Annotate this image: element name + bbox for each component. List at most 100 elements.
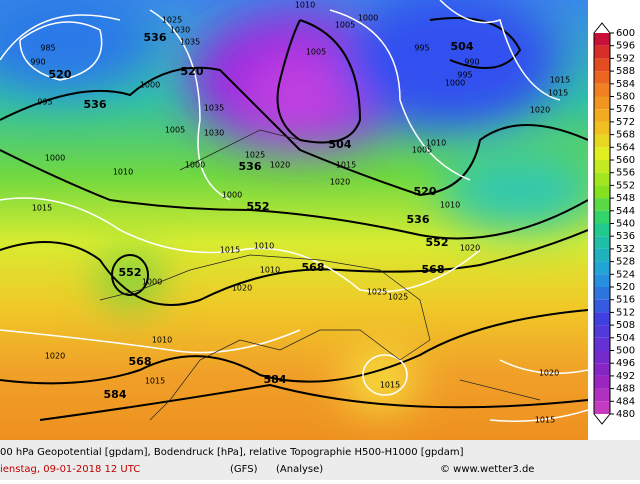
colorbar-band xyxy=(594,210,610,224)
footer-credit: © www.wetter3.de xyxy=(440,464,534,475)
height-contour-label: 568 xyxy=(129,355,152,368)
pressure-contour-label: 1010 xyxy=(152,336,172,345)
colorbar-label: 532 xyxy=(616,244,635,255)
pressure-contour-label: 1005 xyxy=(165,126,185,135)
colorbar-band xyxy=(594,198,610,211)
pressure-contour-label: 995 xyxy=(457,71,472,80)
colorbar-label: 552 xyxy=(616,180,635,191)
colorbar-band xyxy=(594,58,610,72)
colorbar-label: 484 xyxy=(616,396,635,407)
pressure-contour-label: 1030 xyxy=(204,129,224,138)
pressure-contour-label: 1020 xyxy=(330,178,350,187)
height-contour-label: 568 xyxy=(302,261,325,274)
height-contour-label: 584 xyxy=(264,373,287,386)
colorbar-band xyxy=(594,261,610,275)
colorbar-label: 516 xyxy=(616,295,635,306)
colorbar-label: 592 xyxy=(616,53,635,64)
pressure-contour-label: 1000 xyxy=(45,154,65,163)
colorbar-label: 496 xyxy=(616,358,635,369)
pressure-contour-label: 1015 xyxy=(32,204,52,213)
pressure-contour-label: 1010 xyxy=(295,1,315,10)
colorbar-band xyxy=(594,274,610,287)
colorbar-band xyxy=(594,223,610,237)
colorbar-label: 564 xyxy=(616,142,635,153)
pressure-contour-label: 1010 xyxy=(426,139,446,148)
colorbar-band xyxy=(594,401,610,414)
colorbar-label: 556 xyxy=(616,168,635,179)
pressure-contour-label: 1015 xyxy=(548,89,568,98)
pressure-contour-label: 1020 xyxy=(460,244,480,253)
colorbar-band xyxy=(594,312,610,326)
height-contour-label: 504 xyxy=(451,40,474,53)
pressure-contour-label: 1035 xyxy=(180,38,200,47)
colorbar-label: 528 xyxy=(616,257,635,268)
pressure-contour-label: 1010 xyxy=(440,201,460,210)
colorbar-label: 536 xyxy=(616,231,635,242)
pressure-contour-label: 1005 xyxy=(306,48,326,57)
footer-date: ienstag, 09-01-2018 12 UTC xyxy=(0,464,140,475)
height-contour-label: 552 xyxy=(426,236,449,249)
colorbar-label: 600 xyxy=(616,28,635,39)
pressure-contour-label: 1025 xyxy=(245,151,265,160)
colorbar-band xyxy=(594,147,610,160)
height-contour-label: 536 xyxy=(144,31,167,44)
pressure-contour-label: 1015 xyxy=(380,381,400,390)
pressure-contour-label: 1010 xyxy=(260,266,280,275)
pressure-contour-label: 1030 xyxy=(170,26,190,35)
pressure-contour-label: 1000 xyxy=(142,278,162,287)
colorbar-band xyxy=(594,325,610,338)
footer-description: 00 hPa Geopotential [gpdam], Bodendruck … xyxy=(0,447,464,458)
pressure-contour-label: 1010 xyxy=(113,168,133,177)
colorbar-label: 584 xyxy=(616,79,635,90)
pressure-contour-label: 1020 xyxy=(539,369,559,378)
colorbar-band xyxy=(594,287,610,300)
pressure-contour-label: 1000 xyxy=(445,79,465,88)
height-contour-label: 552 xyxy=(119,266,142,279)
height-contour-label: 552 xyxy=(247,200,270,213)
colorbar: 6005965925885845805765725685645605565525… xyxy=(593,22,635,425)
colorbar-band xyxy=(594,236,610,249)
pressure-contour-label: 1015 xyxy=(145,377,165,386)
pressure-contour-label: 990 xyxy=(30,58,45,67)
colorbar-band xyxy=(594,337,610,351)
colorbar-label: 568 xyxy=(616,130,635,141)
colorbar-band xyxy=(594,96,610,110)
pressure-contour-label: 1015 xyxy=(336,161,356,170)
pressure-contour-label: 1020 xyxy=(232,284,252,293)
pressure-contour-label: 1015 xyxy=(550,76,570,85)
colorbar-label: 544 xyxy=(616,206,635,217)
height-contour-label: 520 xyxy=(49,68,72,81)
height-contour-label: 520 xyxy=(414,185,437,198)
pressure-contour-label: 1015 xyxy=(535,416,555,425)
colorbar-band xyxy=(594,350,610,364)
pressure-contour-label: 1005 xyxy=(412,146,432,155)
height-contour-label: 584 xyxy=(104,388,127,401)
colorbar-label: 548 xyxy=(616,193,635,204)
colorbar-label: 488 xyxy=(616,384,635,395)
pressure-contour-label: 1015 xyxy=(220,246,240,255)
colorbar-band xyxy=(594,45,610,59)
pressure-contour-label: 1000 xyxy=(185,161,205,170)
colorbar-band xyxy=(594,33,610,46)
pressure-contour-label: 1000 xyxy=(222,191,242,200)
pressure-contour-label: 1000 xyxy=(140,81,160,90)
pressure-contour-label: 1035 xyxy=(204,104,224,113)
colorbar-band xyxy=(594,388,610,402)
colorbar-band xyxy=(594,172,610,186)
colorbar-label: 500 xyxy=(616,346,635,357)
pressure-contour-label: 1025 xyxy=(367,288,387,297)
colorbar-band xyxy=(594,299,610,313)
height-contour-label: 536 xyxy=(407,213,430,226)
colorbar-label: 524 xyxy=(616,269,635,280)
pressure-contour-label: 1020 xyxy=(530,106,550,115)
footer-run: (Analyse) xyxy=(276,464,323,475)
pressure-contour-label: 1010 xyxy=(254,242,274,251)
colorbar-band xyxy=(594,248,610,262)
colorbar-band xyxy=(594,134,610,148)
colorbar-label: 508 xyxy=(616,320,635,331)
pressure-contour-label: 1020 xyxy=(45,352,65,361)
height-contour-label: 520 xyxy=(181,65,204,78)
pressure-contour-label: 995 xyxy=(414,44,429,53)
pressure-contour-label: 1005 xyxy=(335,21,355,30)
